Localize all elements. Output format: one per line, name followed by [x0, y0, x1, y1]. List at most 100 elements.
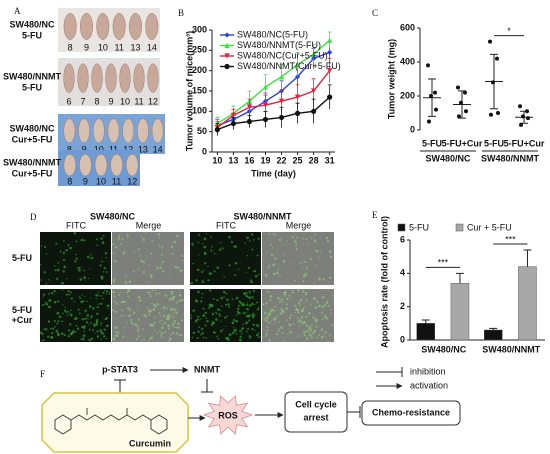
fluorescence [264, 311, 267, 315]
node: ROS [218, 410, 238, 420]
fluorescence [172, 331, 175, 335]
fluorescence [290, 314, 293, 317]
fluorescence [140, 236, 143, 238]
fluorescence [198, 254, 200, 256]
fluorescence [291, 289, 294, 292]
y-tick-label: 200 [400, 90, 415, 100]
fluorescence [258, 336, 261, 339]
fluorescence [77, 266, 80, 270]
fluorescence [246, 327, 250, 330]
fluorescence [235, 332, 238, 335]
fluorescence [313, 233, 316, 235]
fluorescence [108, 291, 111, 293]
fluorescence [320, 328, 324, 331]
fluorescence [197, 233, 201, 236]
ruler-number: 11 [134, 96, 143, 106]
point [278, 98, 285, 104]
fluorescence [234, 245, 237, 248]
series-line [217, 96, 331, 131]
fluorescence [67, 329, 71, 332]
fluorescence [68, 323, 72, 326]
fluorescence [163, 309, 166, 312]
fluorescence [142, 238, 145, 241]
fluorescence [73, 231, 77, 235]
fluorescence [62, 259, 66, 262]
fluorescence [105, 271, 108, 273]
y-axis-label: Tumor weight (mg) [386, 39, 396, 119]
fluorescence [101, 260, 104, 263]
fluorescence [139, 254, 141, 257]
fluorescence [327, 340, 329, 342]
fluorescence [42, 339, 45, 342]
fluorescence [294, 311, 296, 314]
fluorescence [129, 320, 132, 323]
fluorescence [149, 336, 153, 340]
ruler-number: 10 [120, 96, 130, 106]
row-label: 5-FU [22, 82, 42, 92]
inhibit [114, 379, 126, 394]
fluorescence [100, 302, 103, 305]
fluorescence [286, 319, 288, 321]
fluorescence [62, 304, 64, 306]
fluorescence [182, 259, 184, 262]
point [526, 116, 530, 121]
ruler-number: 11 [114, 42, 123, 52]
fluorescence [253, 298, 255, 300]
fluorescence [95, 318, 99, 322]
fluorescence [178, 291, 181, 293]
fluorescence [306, 329, 309, 332]
fluorescence [180, 254, 183, 257]
fluorescence [90, 253, 92, 256]
fluorescence [276, 333, 279, 335]
fluorescence [63, 333, 66, 337]
y-tick-label: 0 [202, 146, 207, 156]
fluorescence [67, 289, 70, 293]
fluorescence [66, 314, 69, 317]
point [311, 51, 317, 57]
fluorescence [107, 324, 109, 327]
fluorescence [250, 233, 254, 236]
fluorescence [144, 232, 147, 234]
fluorescence [328, 281, 330, 284]
significance: *** [505, 234, 516, 244]
fluorescence [302, 280, 305, 283]
fluorescence [154, 321, 156, 324]
fluorescence [233, 245, 235, 248]
legend-entry: SW480/NNMT(5-FU) [237, 40, 321, 50]
fluorescence [201, 332, 205, 335]
fluorescence [310, 336, 313, 339]
fluorescence [174, 326, 176, 328]
fluorescence [100, 324, 102, 326]
fluorescence [288, 316, 292, 319]
fluorescence [270, 320, 272, 323]
point [429, 94, 433, 98]
molecule [54, 408, 168, 435]
fluorescence [100, 237, 103, 240]
fluorescence [245, 330, 248, 333]
subcolumn-header: FITC [66, 220, 86, 230]
point [327, 37, 333, 43]
fluorescence [269, 309, 273, 313]
fluorescence [46, 335, 50, 338]
fluorescence [304, 272, 308, 276]
fluorescence [57, 262, 60, 264]
fluorescence [297, 320, 300, 323]
fluorescence [194, 299, 198, 303]
ruler-number: 9 [83, 176, 88, 186]
fluorescence [228, 306, 230, 309]
point [294, 110, 301, 116]
fluorescence [134, 323, 137, 327]
ruler-number: 9 [82, 144, 87, 154]
fluorescence [47, 293, 50, 295]
fluorescence [213, 270, 216, 273]
fluorescence [250, 279, 252, 282]
tumor [63, 118, 76, 144]
fluorescence [197, 330, 200, 333]
fluorescence [278, 238, 282, 242]
fluorescence [101, 241, 105, 244]
fluorescence [305, 324, 309, 328]
fluorescence [175, 301, 178, 304]
fluorescence [120, 243, 123, 246]
fluorescence [84, 279, 86, 281]
